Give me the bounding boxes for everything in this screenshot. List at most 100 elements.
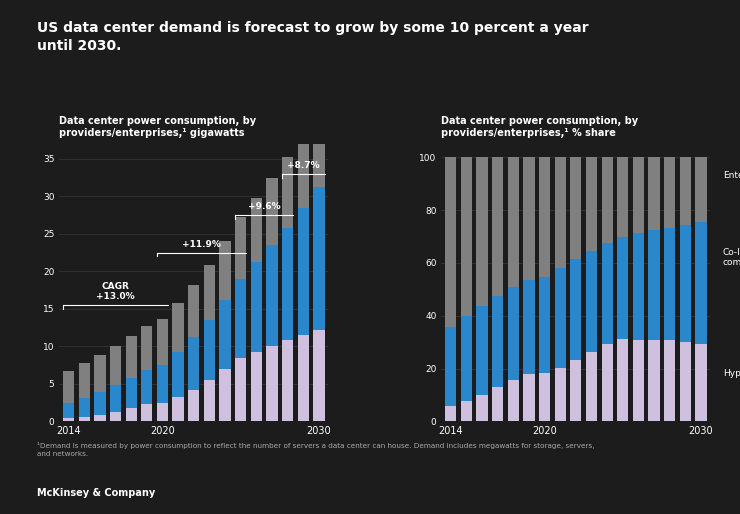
Bar	[219, 242, 231, 300]
Bar	[617, 157, 628, 237]
Bar	[63, 371, 74, 403]
Bar	[141, 371, 152, 404]
Bar	[602, 243, 613, 344]
Bar	[539, 277, 551, 373]
Bar	[680, 342, 691, 421]
Bar	[523, 280, 534, 374]
Bar	[664, 157, 676, 228]
Bar	[492, 157, 503, 296]
Bar	[508, 157, 519, 287]
Bar	[696, 157, 707, 222]
Text: CAGR
+13.0%: CAGR +13.0%	[96, 282, 135, 301]
Bar	[266, 245, 278, 346]
Bar	[313, 188, 325, 330]
Bar	[696, 222, 707, 343]
Bar	[266, 178, 278, 245]
Bar	[297, 208, 309, 335]
Text: ¹Demand is measured by power consumption to reflect the number of servers a data: ¹Demand is measured by power consumption…	[37, 442, 594, 456]
Bar	[235, 279, 246, 358]
Bar	[204, 265, 215, 320]
Bar	[633, 157, 644, 233]
Bar	[141, 326, 152, 371]
Bar	[680, 225, 691, 342]
Bar	[586, 157, 597, 251]
Bar	[297, 134, 309, 208]
Text: +9.6%: +9.6%	[248, 203, 280, 211]
Bar	[63, 403, 74, 418]
Bar	[282, 340, 293, 421]
Bar	[554, 157, 566, 268]
Bar	[523, 157, 534, 280]
Bar	[523, 374, 534, 421]
Bar	[188, 285, 199, 338]
Bar	[78, 363, 90, 398]
Bar	[571, 360, 582, 421]
Bar	[126, 408, 137, 421]
Text: Enterprises: Enterprises	[723, 171, 740, 180]
Bar	[78, 417, 90, 421]
Bar	[110, 346, 121, 386]
Bar	[648, 157, 660, 230]
Bar	[235, 217, 246, 279]
Bar	[251, 353, 262, 421]
Bar	[94, 355, 106, 392]
Bar	[282, 228, 293, 340]
Bar	[188, 338, 199, 390]
Bar	[492, 388, 503, 421]
Bar	[648, 340, 660, 421]
Text: Co-location
companies: Co-location companies	[723, 248, 740, 267]
Bar	[172, 353, 184, 397]
Bar	[492, 296, 503, 388]
Bar	[219, 369, 231, 421]
Bar	[648, 230, 660, 340]
Bar	[188, 390, 199, 421]
Bar	[445, 157, 457, 327]
Bar	[282, 157, 293, 228]
Bar	[126, 336, 137, 378]
Bar	[602, 157, 613, 243]
Bar	[157, 365, 168, 403]
Text: McKinsey & Company: McKinsey & Company	[37, 488, 155, 498]
Bar	[63, 418, 74, 421]
Bar	[266, 346, 278, 421]
Bar	[477, 306, 488, 395]
Bar	[477, 395, 488, 421]
Bar	[172, 303, 184, 353]
Bar	[204, 320, 215, 380]
Bar	[633, 233, 644, 340]
Bar	[172, 397, 184, 421]
Bar	[94, 415, 106, 421]
Bar	[141, 404, 152, 421]
Bar	[78, 398, 90, 417]
Bar	[508, 380, 519, 421]
Text: Data center power consumption, by
providers/enterprises,¹ gigawatts: Data center power consumption, by provid…	[59, 116, 256, 138]
Bar	[664, 228, 676, 340]
Bar	[633, 340, 644, 421]
Bar	[571, 157, 582, 259]
Bar	[539, 373, 551, 421]
Bar	[461, 157, 472, 317]
Bar	[508, 287, 519, 380]
Bar	[251, 263, 262, 353]
Bar	[680, 157, 691, 225]
Bar	[461, 401, 472, 421]
Bar	[477, 157, 488, 306]
Bar	[617, 339, 628, 421]
Bar	[219, 300, 231, 369]
Bar	[445, 327, 457, 406]
Bar	[554, 368, 566, 421]
Text: +8.7%: +8.7%	[287, 161, 320, 170]
Bar	[94, 392, 106, 415]
Bar	[110, 386, 121, 412]
Bar	[126, 378, 137, 408]
Bar	[461, 317, 472, 401]
Bar	[571, 259, 582, 360]
Text: +11.9%: +11.9%	[182, 240, 221, 249]
Bar	[204, 380, 215, 421]
Bar	[235, 358, 246, 421]
Bar	[539, 157, 551, 277]
Bar	[251, 198, 262, 263]
Bar	[696, 343, 707, 421]
Text: Hyperscalers: Hyperscalers	[723, 370, 740, 378]
Bar	[313, 330, 325, 421]
